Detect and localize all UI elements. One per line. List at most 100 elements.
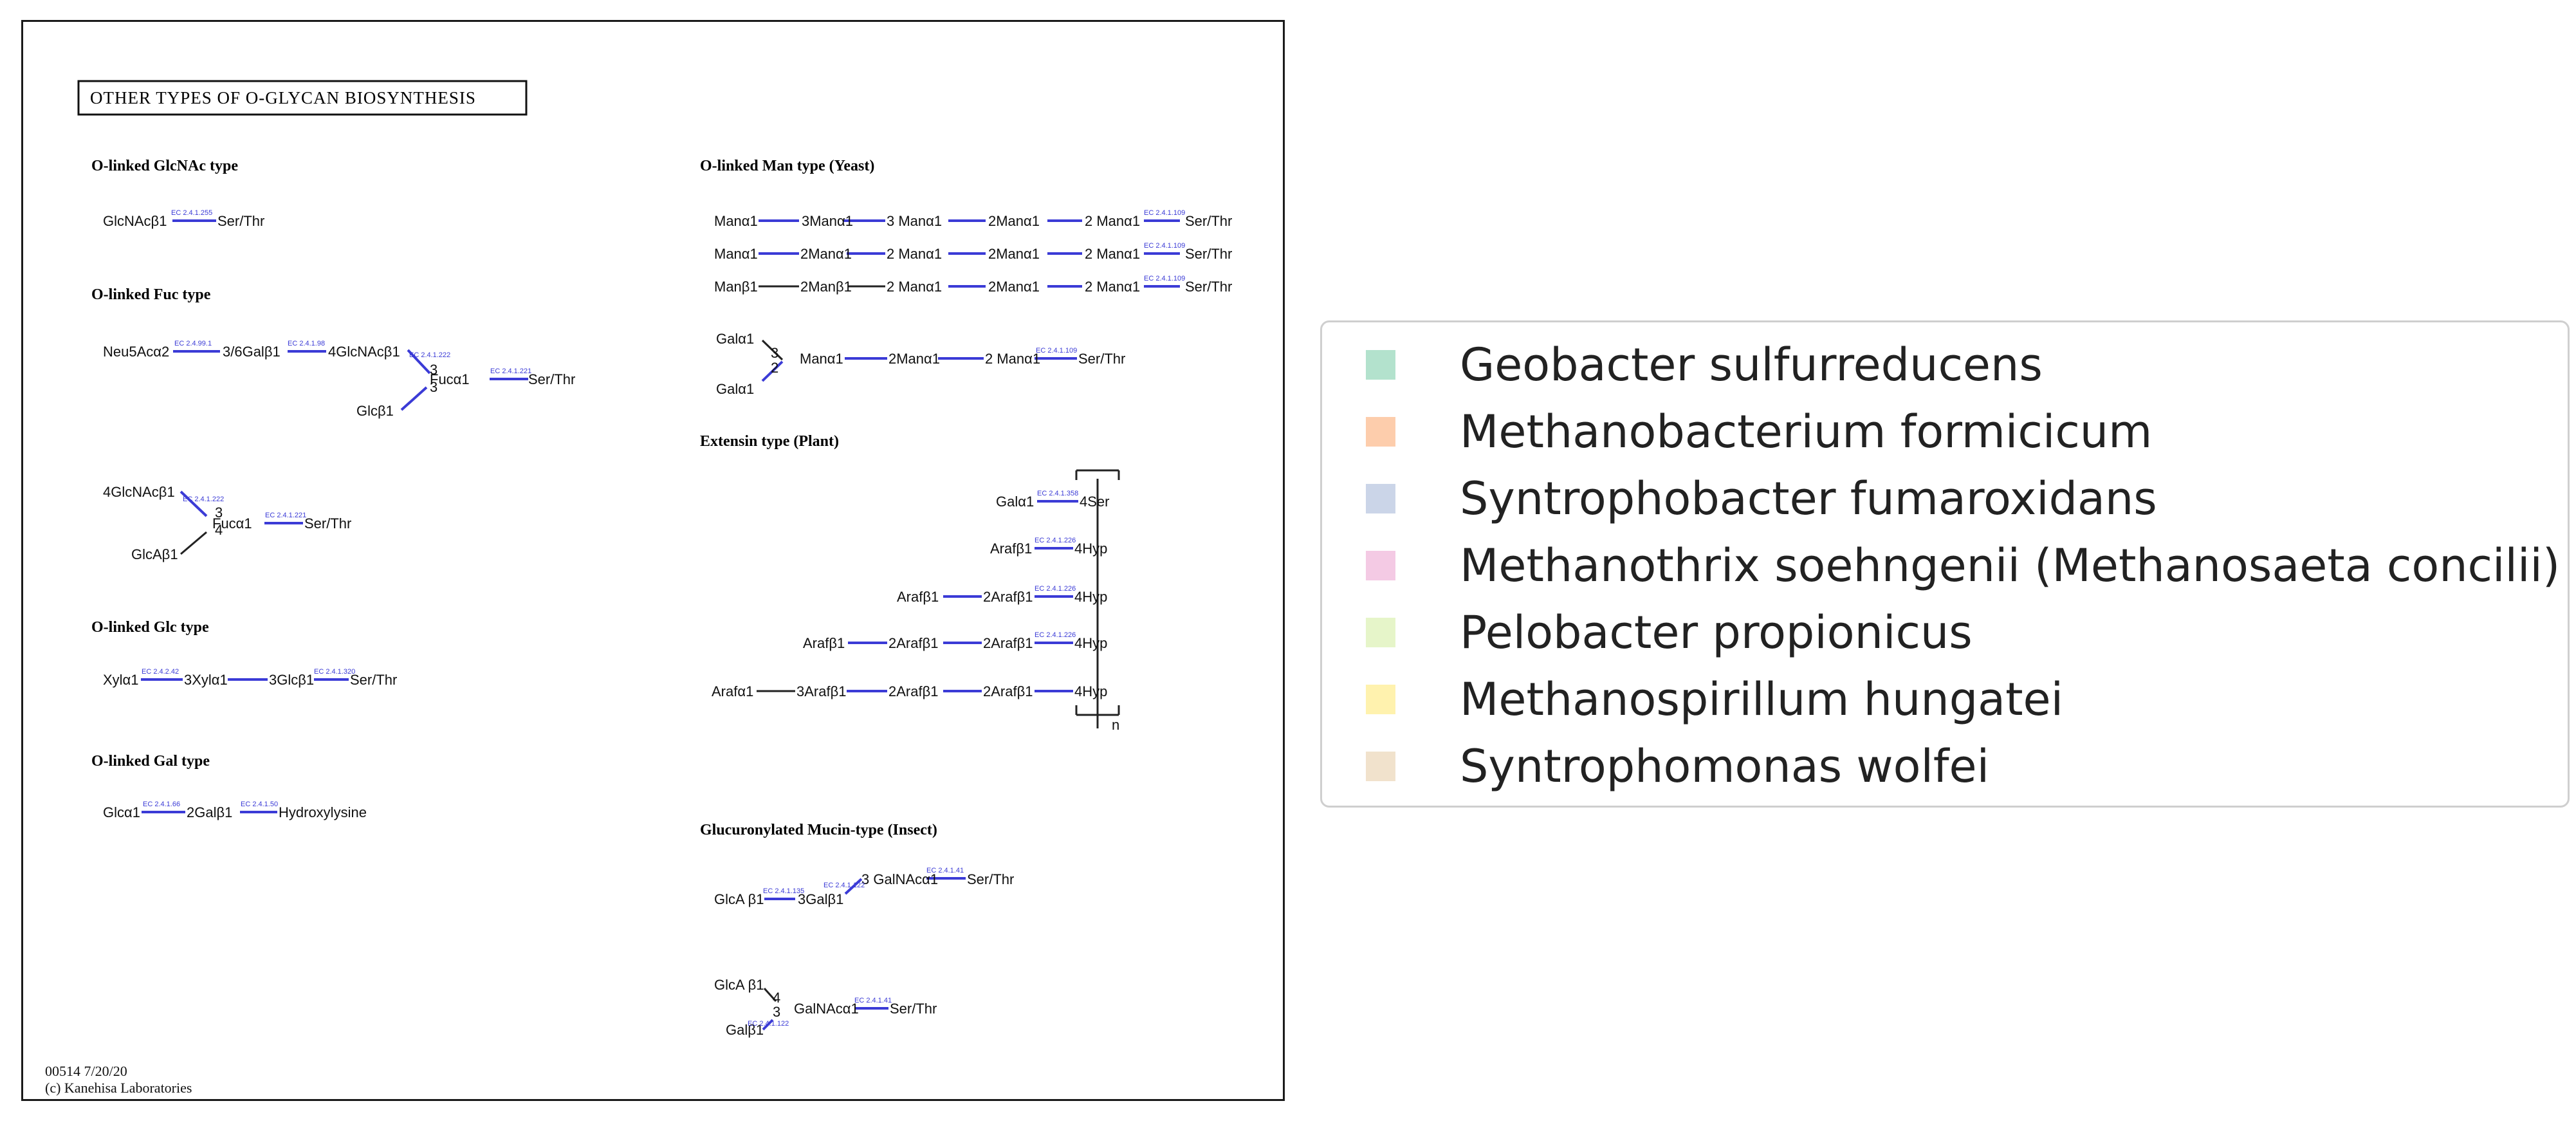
enzyme-label[interactable]: EC 2.4.1.221 <box>265 512 306 519</box>
legend-swatch <box>1366 484 1395 513</box>
legend-label: Syntrophobacter fumaroxidans <box>1460 472 2157 525</box>
enzyme-label[interactable]: EC 2.4.1.109 <box>1144 242 1185 250</box>
legend-label: Methanobacterium formicicum <box>1460 405 2153 458</box>
compound-label: 2Arafβ1 <box>983 589 1033 605</box>
compound-label: Manα1 <box>800 351 843 367</box>
svg-text:3: 3 <box>773 1004 780 1020</box>
legend-label: Pelobacter propionicus <box>1460 606 1973 659</box>
repeat-n-label: n <box>1112 717 1119 733</box>
enzyme-label[interactable]: EC 2.4.2.42 <box>142 668 179 676</box>
legend-label: Syntrophomonas wolfei <box>1460 740 1990 793</box>
svg-text:3: 3 <box>430 362 437 378</box>
enzyme-label[interactable]: EC 2.4.1.358 <box>1037 490 1078 497</box>
compound-label: 2Arafβ1 <box>888 683 938 699</box>
enzyme-label[interactable]: EC 2.4.1.320 <box>314 668 355 676</box>
compound-label: GlcNAcβ1 <box>103 213 167 229</box>
enzyme-label[interactable]: EC 2.4.1.122 <box>823 882 865 889</box>
compound-label: Fucα1 <box>212 515 252 532</box>
compound-label: Glcα1 <box>103 804 140 820</box>
title-box <box>77 80 528 116</box>
enzyme-label[interactable]: EC 2.4.1.226 <box>1035 631 1076 639</box>
enzyme-label[interactable]: EC 2.4.1.98 <box>288 340 325 347</box>
enzyme-label[interactable]: EC 2.4.1.222 <box>409 351 450 359</box>
compound-label: Manα1 <box>714 213 758 229</box>
compound-label: 3Glcβ1 <box>269 672 314 688</box>
svg-text:3: 3 <box>430 379 437 395</box>
legend-item[interactable]: Geobacter sulfurreducens <box>1366 331 2043 398</box>
compound-label: 3Arafβ1 <box>796 683 846 699</box>
enzyme-label[interactable]: EC 2.4.99.1 <box>174 340 212 347</box>
enzyme-label[interactable]: EC 2.4.1.226 <box>1035 537 1076 544</box>
compound-label: 4Ser <box>1080 494 1109 510</box>
enzyme-label[interactable]: EC 2.4.1.109 <box>1144 209 1185 217</box>
enzyme-label[interactable]: EC 2.4.1.255 <box>171 209 212 217</box>
svg-text:4: 4 <box>773 990 780 1006</box>
compound-label: Galα1 <box>716 331 754 347</box>
compound-label: 4Hyp <box>1074 635 1107 651</box>
compound-label: 4GlcNAcβ1 <box>103 484 175 500</box>
compound-label: Glcβ1 <box>356 403 394 419</box>
legend-swatch <box>1366 618 1395 647</box>
enzyme-label[interactable]: EC 2.4.1.222 <box>183 495 224 503</box>
compound-label: 2Arafβ1 <box>888 635 938 651</box>
compound-label: Ser/Thr <box>350 672 397 688</box>
compound-label: 4GlcNAcβ1 <box>328 344 400 360</box>
compound-label: 2 Manα1 <box>985 351 1040 367</box>
legend-label: Methanospirillum hungatei <box>1460 673 2064 726</box>
svg-text:3: 3 <box>215 504 223 521</box>
enzyme-label[interactable]: EC 2.4.1.109 <box>1036 347 1077 355</box>
compound-label: 2Arafβ1 <box>983 683 1033 699</box>
enzyme-label[interactable]: EC 2.4.1.226 <box>1035 585 1076 593</box>
compound-label: 2Manα1 <box>988 246 1040 262</box>
compound-label: Ser/Thr <box>1185 246 1232 262</box>
compound-label: GalNAcα1 <box>794 1001 859 1017</box>
section-title-gal: O-linked Gal type <box>91 753 210 770</box>
svg-text:4: 4 <box>215 522 223 538</box>
map-id: 00514 7/20/20 <box>45 1063 127 1079</box>
enzyme-label[interactable]: EC 2.4.1.50 <box>241 800 278 808</box>
legend-swatch <box>1366 685 1395 714</box>
compound-label: Neu5Acα2 <box>103 344 169 360</box>
pathway-diagram: OTHER TYPES OF O-GLYCAN BIOSYNTHESIS O-l… <box>45 80 1232 1096</box>
legend-item[interactable]: Methanobacterium formicicum <box>1366 398 2152 465</box>
compound-label: Arafβ1 <box>897 589 939 605</box>
section-title-man: O-linked Man type (Yeast) <box>700 158 874 174</box>
enzyme-label[interactable]: EC 2.4.1.221 <box>490 367 531 375</box>
compound-label: Galβ1 <box>726 1022 764 1038</box>
edges <box>141 219 1180 1031</box>
compound-label: Arafβ1 <box>803 635 845 651</box>
legend-item[interactable]: Methanospirillum hungatei <box>1366 666 2063 733</box>
legend-item[interactable]: Methanothrix soehngenii (Methanosaeta co… <box>1366 532 2560 599</box>
legend-item[interactable]: Pelobacter propionicus <box>1366 599 1973 666</box>
compound-label: Ser/Thr <box>890 1001 937 1017</box>
linkage-digits: 33 34 32 43 <box>215 345 780 1020</box>
enzyme-label[interactable]: EC 2.4.1.41 <box>854 997 892 1004</box>
compound-label: Ser/Thr <box>304 515 351 532</box>
legend-swatch <box>1366 551 1395 580</box>
compound-label: Arafα1 <box>712 683 753 699</box>
compound-label: 2 Manα1 <box>887 279 942 295</box>
legend-item[interactable]: Syntrophomonas wolfei <box>1366 733 1989 800</box>
compound-label: 2 Manα1 <box>1085 279 1140 295</box>
organism-legend: Geobacter sulfurreducens Methanobacteriu… <box>1320 320 2570 808</box>
compound-label: GlcA β1 <box>714 891 764 907</box>
enzyme-label[interactable]: EC 2.4.1.135 <box>763 887 804 895</box>
section-title-mucin: Glucuronylated Mucin-type (Insect) <box>700 822 937 838</box>
compound-label: Galα1 <box>996 494 1034 510</box>
compound-label: 4Hyp <box>1074 541 1107 557</box>
compound-label: GlcA β1 <box>714 977 764 993</box>
section-title-glc: O-linked Glc type <box>91 619 209 636</box>
enzyme-label[interactable]: EC 2.4.1.109 <box>1144 275 1185 282</box>
compound-label: Ser/Thr <box>1185 279 1232 295</box>
compound-label: Hydroxylysine <box>279 804 367 820</box>
enzyme-label[interactable]: EC 2.4.1.122 <box>748 1020 789 1028</box>
enzyme-label[interactable]: EC 2.4.1.66 <box>143 800 180 808</box>
compound-label: GlcAβ1 <box>131 546 178 562</box>
compound-label: 3Galβ1 <box>798 891 843 907</box>
legend-item[interactable]: Syntrophobacter fumaroxidans <box>1366 465 2157 532</box>
enzyme-label[interactable]: EC 2.4.1.41 <box>926 867 964 874</box>
legend-swatch <box>1366 752 1395 781</box>
compound-label: 4Hyp <box>1074 589 1107 605</box>
legend-label: Methanothrix soehngenii (Methanosaeta co… <box>1460 539 2561 592</box>
compound-label: Manβ1 <box>714 279 758 295</box>
